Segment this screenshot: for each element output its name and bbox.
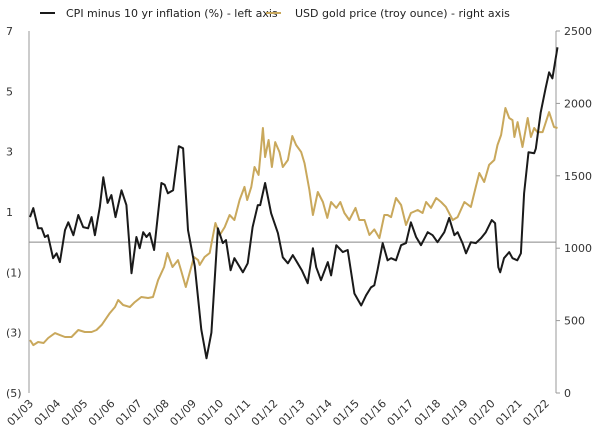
left-axis-tick-label: (1) (6, 266, 22, 279)
x-axis-tick-label: 01/16 (357, 397, 389, 429)
x-axis-tick-label: 01/19 (439, 397, 471, 429)
x-axis-tick-label: 01/09 (167, 397, 199, 429)
left-axis-tick-label: 1 (6, 206, 13, 219)
right-axis-tick-label: 500 (564, 315, 585, 328)
x-axis-tick-label: 01/17 (385, 397, 417, 429)
x-axis-tick-label: 01/03 (5, 397, 37, 429)
x-axis-tick-label: 01/06 (86, 397, 118, 429)
x-axis-tick-label: 01/18 (412, 397, 444, 429)
legend-label-gold: USD gold price (troy ounce) - right axis (295, 7, 510, 20)
x-axis-tick-label: 01/21 (493, 397, 525, 429)
series-line-gold-price (29, 107, 558, 347)
legend-label-cpi: CPI minus 10 yr inflation (%) - left axi… (66, 7, 278, 20)
x-axis-tick-label: 01/22 (520, 397, 552, 429)
x-axis-tick-label: 01/07 (113, 397, 145, 429)
right-axis-tick-label: 2000 (564, 97, 592, 110)
left-axis-ticks: 7 5 3 1 (1) (3) (5) (6, 25, 22, 400)
x-axis-tick-label: 01/08 (140, 397, 172, 429)
left-axis-tick-label: (3) (6, 327, 22, 340)
series-line-cpi-minus-inflation (29, 47, 559, 360)
right-axis-tick-label: 2500 (564, 25, 592, 38)
left-axis-tick-label: 3 (6, 146, 13, 159)
x-axis-tick-label: 01/04 (32, 397, 64, 429)
x-axis-tick-label: 01/11 (222, 397, 254, 429)
x-axis-tick-label: 01/20 (466, 397, 498, 429)
right-axis-tick-label: 1000 (564, 242, 592, 255)
left-axis-tick-label: 7 (6, 25, 13, 38)
left-axis-tick-label: (5) (6, 387, 22, 400)
right-axis-ticks: 2500 2000 1500 1000 500 0 (556, 25, 592, 400)
x-axis-tick-label: 01/05 (59, 397, 91, 429)
left-axis-tick-label: 5 (6, 85, 13, 98)
legend: CPI minus 10 yr inflation (%) - left axi… (40, 7, 510, 20)
x-axis-ticks: 01/0301/0401/0501/0601/0701/0801/0901/10… (5, 397, 552, 429)
x-axis-tick-label: 01/14 (303, 397, 335, 429)
right-axis-tick-label: 1500 (564, 170, 592, 183)
x-axis-tick-label: 01/13 (276, 397, 308, 429)
x-axis-tick-label: 01/10 (195, 397, 227, 429)
x-axis-tick-label: 01/12 (249, 397, 281, 429)
x-axis-tick-label: 01/15 (330, 397, 362, 429)
right-axis-tick-label: 0 (564, 387, 571, 400)
